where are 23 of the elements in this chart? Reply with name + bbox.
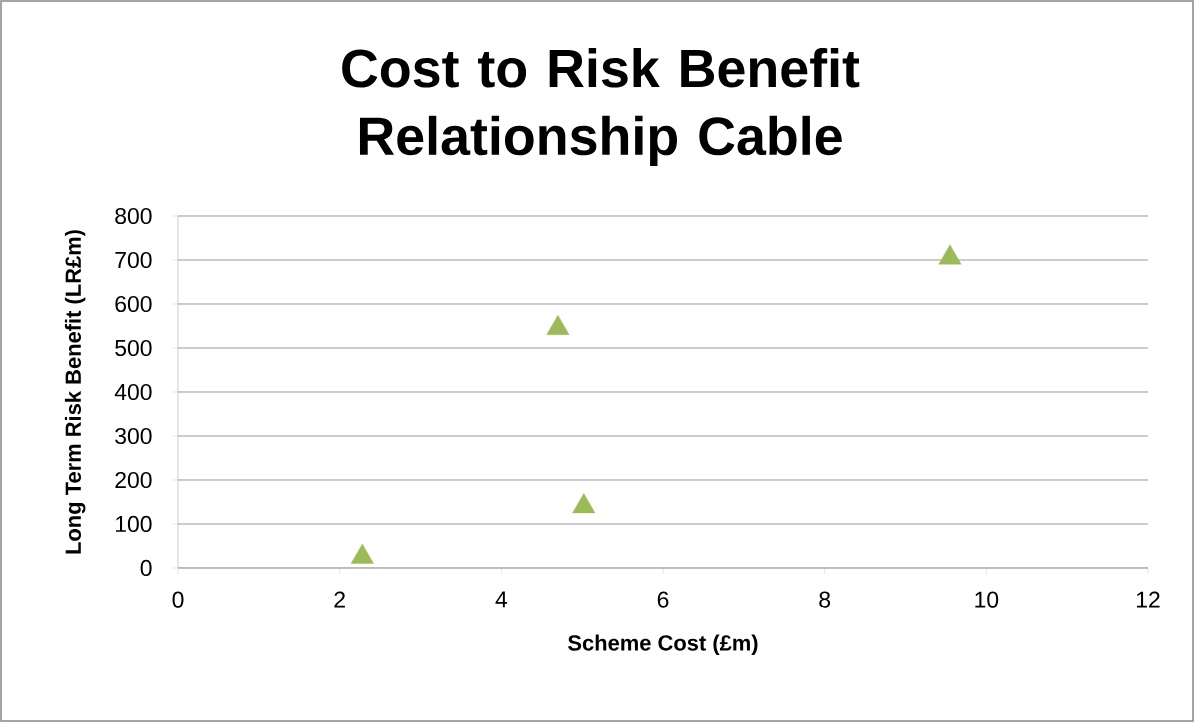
x-tick-label: 12 [1137,591,1160,608]
y-tick-label: 100 [116,515,152,533]
x-axis-title: Scheme Cost (£m) [568,634,758,655]
x-tick-label: 10 [975,591,999,608]
y-tick-label: 0 [140,559,152,577]
x-tick-label: 4 [495,591,508,608]
x-tick-label: 8 [819,591,831,608]
point [572,493,596,514]
y-axis-title: Long Term Risk Benefit (LR£m) [64,230,86,554]
y-tick-label: 400 [114,383,152,401]
y-tick-label: 300 [115,427,152,445]
x-tick-label: 6 [657,591,669,608]
x-tick-label: 0 [172,591,184,608]
y-tick-label: 600 [115,295,152,313]
y-tick-label: 200 [115,471,152,489]
y-tick-label: 800 [115,207,152,225]
x-tick-label: 2 [334,591,345,608]
chart-title: Cost to Risk Benefit Relationship Cable [342,48,860,166]
point [350,543,374,564]
point [546,314,570,335]
y-tick-label: 500 [115,339,152,357]
y-tick-label: 700 [115,251,152,269]
point [938,244,962,265]
